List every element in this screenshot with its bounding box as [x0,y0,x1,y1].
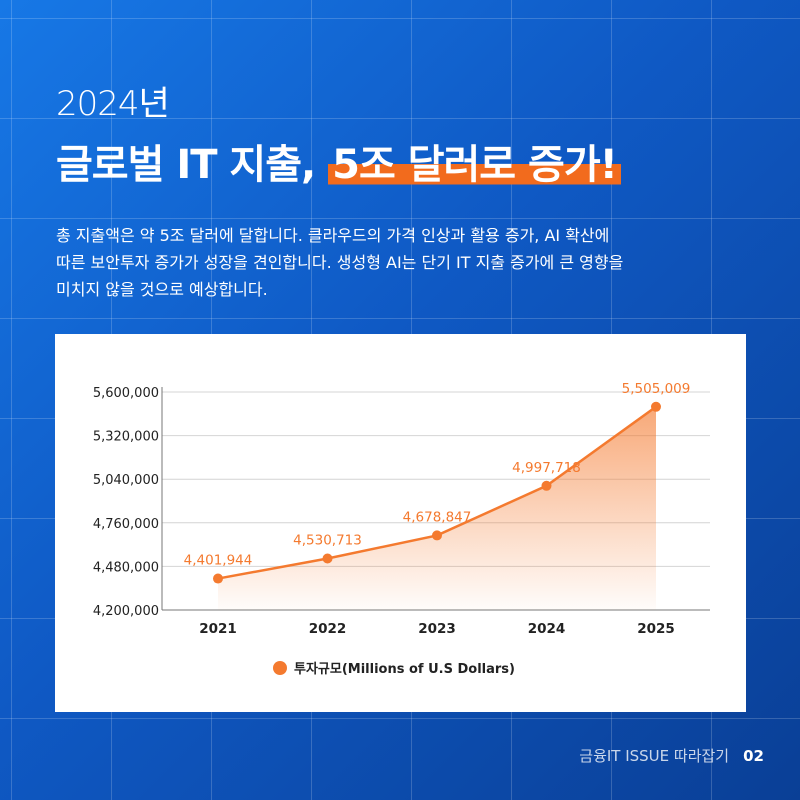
data-label: 4,678,847 [403,509,472,525]
data-label: 4,997,718 [512,460,581,476]
description-line: 총 지출액은 약 5조 달러에 달합니다. 클라우드의 가격 인상과 활용 증가… [56,226,610,245]
headline-prefix: 글로벌 IT 지출, [56,142,329,188]
data-point [541,480,552,491]
description-line: 미치지 않을 것으로 예상합니다. [56,280,268,299]
x-tick-label: 2023 [418,621,456,637]
x-tick-label: 2022 [309,621,347,637]
description-line: 따른 보안투자 증가가 성장을 견인합니다. 생성형 AI는 단기 IT 지출 … [56,253,624,272]
page-number: 02 [743,747,764,765]
legend-label: 투자규모(Millions of U.S Dollars) [294,662,515,677]
data-point [432,530,442,541]
series-area [218,406,656,610]
headline-highlight: 5조 달러로 증가! [328,142,621,188]
y-tick-label: 5,320,000 [93,430,159,445]
y-tick-label: 4,480,000 [93,560,159,575]
description: 총 지출액은 약 5조 달러에 달합니다. 클라우드의 가격 인상과 활용 증가… [56,222,756,303]
page-year: 2024년 [56,84,170,124]
footer: 금융IT ISSUE 따라잡기 02 [579,745,764,766]
legend-marker [273,661,287,675]
data-point [651,401,661,412]
data-point [213,573,223,584]
y-tick-label: 5,600,000 [93,386,159,401]
x-tick-label: 2024 [528,621,566,637]
data-point [322,553,333,564]
x-tick-label: 2021 [199,621,237,637]
page-headline: 글로벌 IT 지출, 5조 달러로 증가! [56,132,621,190]
data-label: 4,401,944 [184,553,253,569]
y-tick-label: 4,200,000 [93,604,159,619]
y-tick-label: 5,040,000 [93,473,159,488]
footer-label: 금융IT ISSUE 따라잡기 [579,747,730,765]
chart-card: 4,200,000 4,480,000 4,760,000 5,040,000 5,32… [55,334,746,712]
data-label: 5,505,009 [622,381,691,397]
investment-chart: 4,200,000 4,480,000 4,760,000 5,040,000 5,32… [93,381,710,677]
x-tick-label: 2025 [637,621,675,637]
y-tick-label: 4,760,000 [93,517,159,532]
data-label: 4,530,713 [293,533,362,549]
